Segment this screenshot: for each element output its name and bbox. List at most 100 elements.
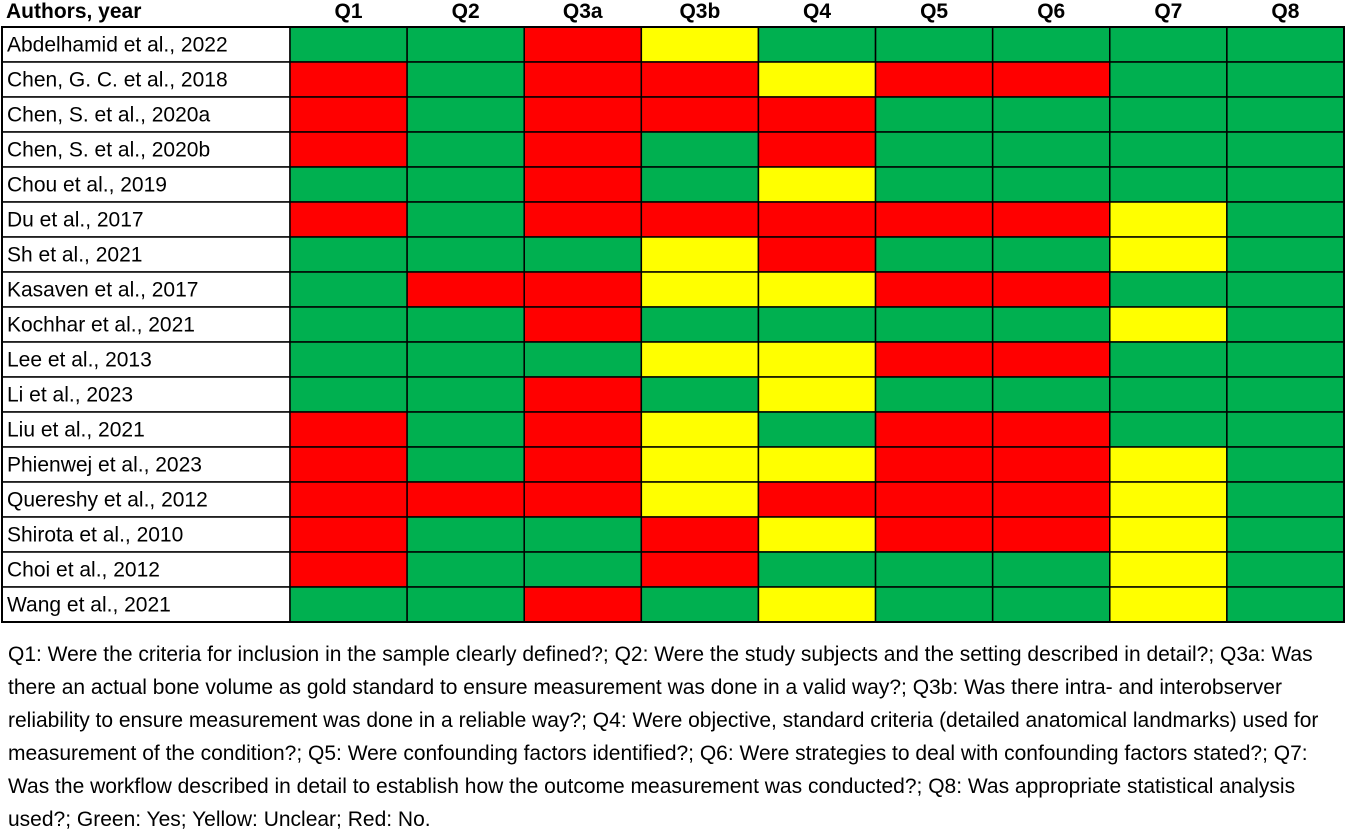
heatmap-cell xyxy=(640,376,760,413)
column-header-q4: Q4 xyxy=(803,0,831,23)
heatmap-cell xyxy=(1226,96,1345,133)
heatmap-cell xyxy=(757,586,877,623)
heatmap-cell xyxy=(640,236,760,273)
heatmap-cell xyxy=(757,201,877,238)
heatmap-cell xyxy=(991,551,1111,588)
column-header-q8: Q8 xyxy=(1271,0,1299,23)
heatmap-cell xyxy=(406,516,525,553)
heatmap-cell xyxy=(289,446,408,483)
row-label: Chen, S. et al., 2020b xyxy=(7,139,210,162)
heatmap-cell xyxy=(1109,551,1228,588)
heatmap-cell xyxy=(991,376,1111,413)
heatmap-cell xyxy=(991,306,1111,343)
heatmap-cell xyxy=(1109,96,1228,133)
heatmap-cell xyxy=(1109,201,1228,238)
heatmap-cell xyxy=(1109,61,1228,98)
row-label: Phienwej et al., 2023 xyxy=(7,454,202,477)
heatmap-cell xyxy=(640,306,760,343)
heatmap-cell xyxy=(1109,166,1228,203)
heatmap-cell xyxy=(289,26,408,63)
heatmap-cell xyxy=(991,341,1111,378)
heatmap-cell xyxy=(874,306,994,343)
heatmap-cell xyxy=(1109,446,1228,483)
heatmap-cell xyxy=(991,96,1111,133)
heatmap-cell xyxy=(1226,166,1345,203)
heatmap-cell xyxy=(874,236,994,273)
row-label: Abdelhamid et al., 2022 xyxy=(7,34,228,57)
heatmap-cell xyxy=(406,481,525,518)
heatmap-cell xyxy=(289,306,408,343)
column-header-q5: Q5 xyxy=(920,0,948,23)
heatmap-cell xyxy=(523,516,643,553)
heatmap-cell xyxy=(757,236,877,273)
heatmap-cell xyxy=(1226,586,1345,623)
heatmap-cell xyxy=(1109,236,1228,273)
heatmap-cell xyxy=(757,271,877,308)
heatmap-cell xyxy=(1109,516,1228,553)
row-label: Kochhar et al., 2021 xyxy=(7,314,195,337)
heatmap-cell xyxy=(1109,411,1228,448)
row-label: Chen, S. et al., 2020a xyxy=(7,104,210,127)
row-label-cell xyxy=(1,411,291,448)
column-header-q6: Q6 xyxy=(1037,0,1065,23)
heatmap-cell xyxy=(874,411,994,448)
heatmap-cell xyxy=(874,446,994,483)
heatmap-cell xyxy=(757,446,877,483)
heatmap-cell xyxy=(523,376,643,413)
heatmap-cell xyxy=(640,551,760,588)
heatmap-cell xyxy=(406,131,525,168)
heatmap-cell xyxy=(640,341,760,378)
row-label: Chen, G. C. et al., 2018 xyxy=(7,69,228,92)
heatmap-cell xyxy=(523,61,643,98)
heatmap-cell xyxy=(991,236,1111,273)
figure-caption: Q1: Were the criteria for inclusion in t… xyxy=(8,643,1319,831)
row-label: Lee et al., 2013 xyxy=(7,349,152,372)
heatmap-cell xyxy=(406,376,525,413)
heatmap-cell xyxy=(1109,586,1228,623)
heatmap-cell xyxy=(523,96,643,133)
heatmap-cell xyxy=(1226,61,1345,98)
heatmap-cell xyxy=(757,131,877,168)
risk-of-bias-heatmap: Authors, year Q1 Q2 Q3a Q3b Q4 Q5 Q6 Q7 Q8 Abdelha… xyxy=(1,0,1345,623)
heatmap-cell xyxy=(991,271,1111,308)
heatmap-cell xyxy=(991,586,1111,623)
heatmap-cell xyxy=(874,516,994,553)
heatmap-cell xyxy=(1109,481,1228,518)
heatmap-cell xyxy=(289,201,408,238)
heatmap-cell xyxy=(289,516,408,553)
heatmap-cell xyxy=(289,166,408,203)
heatmap-cell xyxy=(640,131,760,168)
heatmap-cell xyxy=(757,341,877,378)
row-label: Kasaven et al., 2017 xyxy=(7,279,198,302)
row-label: Shirota et al., 2010 xyxy=(7,524,183,547)
heatmap-cell xyxy=(406,306,525,343)
heatmap-cell xyxy=(757,516,877,553)
row-label: Quereshy et al., 2012 xyxy=(7,489,208,512)
heatmap-cell xyxy=(757,166,877,203)
heatmap-cell xyxy=(640,26,760,63)
column-header-q2: Q2 xyxy=(452,0,480,23)
heatmap-cell xyxy=(991,61,1111,98)
heatmap-cell xyxy=(874,376,994,413)
heatmap-cell xyxy=(640,481,760,518)
heatmap-cell xyxy=(991,26,1111,63)
heatmap-cell xyxy=(640,166,760,203)
heatmap-cell xyxy=(640,516,760,553)
heatmap-cell xyxy=(1109,306,1228,343)
heatmap-cell xyxy=(1109,376,1228,413)
heatmap-cell xyxy=(1109,341,1228,378)
column-header-q3b: Q3b xyxy=(679,0,720,23)
heatmap-cell xyxy=(1226,376,1345,413)
heatmap-cell xyxy=(757,481,877,518)
row-label: Li et al., 2023 xyxy=(7,384,133,407)
row-label-cell xyxy=(1,341,291,378)
heatmap-cell xyxy=(1226,306,1345,343)
heatmap-cell xyxy=(523,481,643,518)
column-header-q3a: Q3a xyxy=(563,0,603,23)
heatmap-cell xyxy=(1109,131,1228,168)
row-label: Chou et al., 2019 xyxy=(7,174,167,197)
heatmap-cell xyxy=(874,481,994,518)
heatmap-cell xyxy=(640,586,760,623)
heatmap-cell xyxy=(757,306,877,343)
heatmap-cell xyxy=(523,306,643,343)
